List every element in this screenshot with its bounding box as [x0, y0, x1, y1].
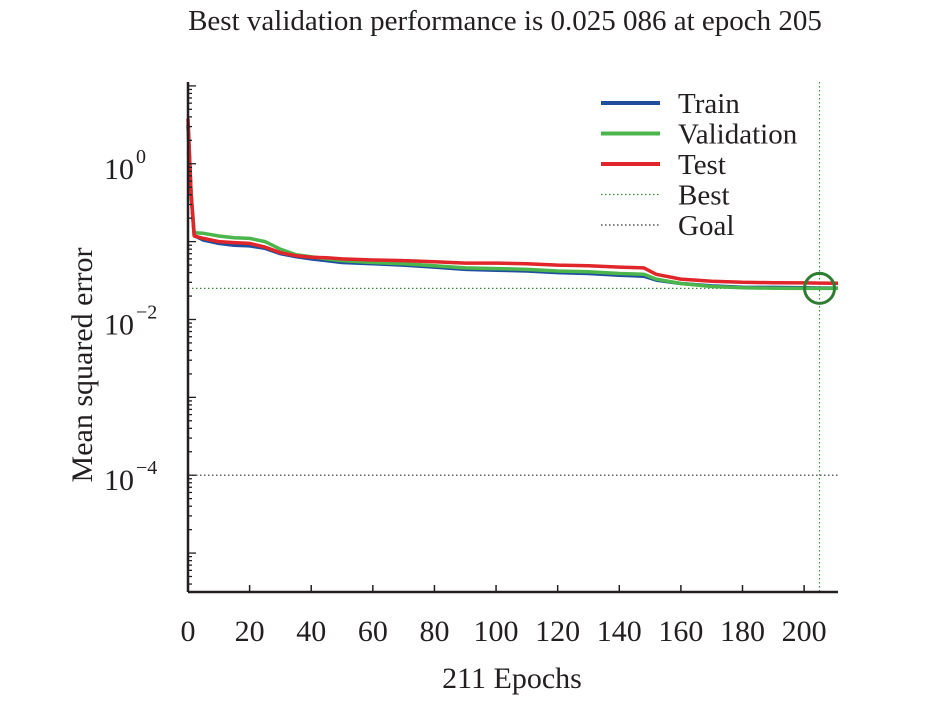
x-tick-label: 200	[782, 615, 827, 648]
x-tick-label: 140	[597, 615, 642, 648]
series-line-test	[186, 118, 839, 285]
y-tick-label: 10	[104, 464, 134, 497]
x-tick-label: 40	[296, 615, 326, 648]
x-tick-label: 60	[358, 615, 388, 648]
x-tick-label: 100	[474, 615, 519, 648]
x-tick-label: 120	[535, 615, 580, 648]
legend-label-train: Train	[678, 88, 740, 120]
y-tick-exponent: −4	[136, 457, 157, 479]
x-axis-label: 211 Epochs	[442, 662, 582, 695]
legend-label-test: Test	[678, 149, 726, 181]
y-tick-exponent: 0	[136, 146, 146, 168]
x-tick-label: 80	[419, 615, 449, 648]
legend-label-validation: Validation	[678, 119, 798, 151]
y-axis-label: Mean squared error	[66, 248, 99, 483]
x-tick-label: 160	[658, 615, 703, 648]
y-tick-label: 10	[104, 308, 134, 341]
y-tick-exponent: −2	[136, 301, 157, 323]
y-tick-label: 10	[104, 153, 134, 186]
legend-label-goal: Goal	[678, 210, 734, 242]
x-tick-label: 180	[720, 615, 765, 648]
x-tick-label: 20	[235, 615, 265, 648]
best-epoch-marker	[803, 271, 837, 305]
x-tick-label: 0	[181, 615, 196, 648]
chart-title: Best validation performance is 0.025 086…	[188, 5, 822, 37]
series-line-validation	[186, 126, 838, 291]
legend-label-best: Best	[678, 180, 730, 212]
plot-area	[186, 82, 839, 592]
